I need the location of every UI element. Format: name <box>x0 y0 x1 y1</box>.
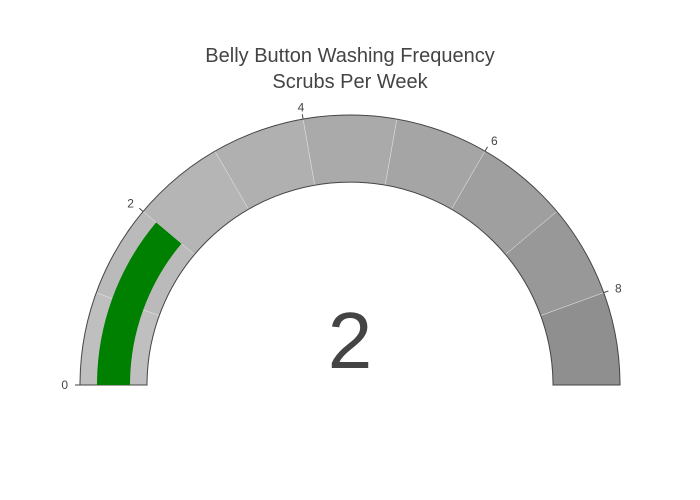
gauge-tick-label: 6 <box>491 134 498 148</box>
chart-subtitle: Scrubs Per Week <box>272 71 428 93</box>
gauge-tick-mark <box>301 114 304 120</box>
gauge-border <box>79 114 621 386</box>
gauge-tick-label: 8 <box>615 282 622 296</box>
gauge-tick-mark <box>139 207 144 212</box>
gauge-bar-group <box>97 222 182 385</box>
gauge-value: 2 <box>328 296 373 385</box>
gauge-tick-mark <box>603 290 609 294</box>
gauge-tick-mark <box>484 146 488 152</box>
gauge-step-4 <box>302 114 398 186</box>
chart-title: Belly Button Washing Frequency <box>205 45 494 67</box>
gauge-tick-label: 4 <box>298 100 305 114</box>
gauge-ticks: 0 2 4 6 8 <box>61 100 622 392</box>
gauge-tick-label: 2 <box>127 197 134 211</box>
gauge-tick-label: 0 <box>61 378 68 392</box>
gauge-steps <box>79 114 621 386</box>
gauge-value-bar <box>97 222 182 385</box>
